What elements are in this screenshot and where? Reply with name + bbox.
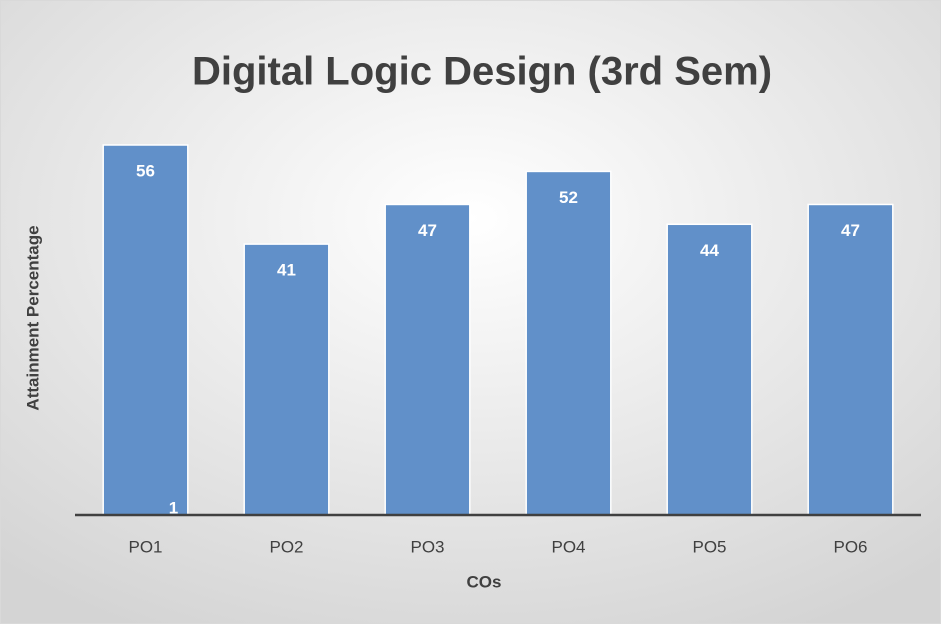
y-axis-title: Attainment Percentage: [23, 225, 42, 410]
annotation: 1: [169, 498, 178, 517]
x-tick-label: PO6: [833, 537, 867, 556]
data-label: 52: [559, 188, 578, 207]
x-tick-label: PO4: [551, 537, 585, 556]
data-label: 47: [841, 221, 860, 240]
x-tick-label: PO5: [692, 537, 726, 556]
chart-title: Digital Logic Design (3rd Sem): [192, 50, 772, 94]
data-label: 47: [418, 221, 437, 240]
data-label: 56: [136, 161, 155, 180]
x-tick-label: PO3: [410, 537, 444, 556]
bar: [666, 223, 753, 516]
data-label: 44: [700, 241, 719, 260]
x-tick-label: PO1: [128, 537, 162, 556]
bar: [102, 144, 189, 516]
data-label: 41: [277, 261, 296, 280]
x-tick-label: PO2: [269, 537, 303, 556]
bar: [384, 203, 471, 516]
x-axis-title: COs: [467, 572, 502, 591]
bar: [807, 203, 894, 516]
bar: [525, 170, 612, 516]
bar: [243, 243, 330, 516]
